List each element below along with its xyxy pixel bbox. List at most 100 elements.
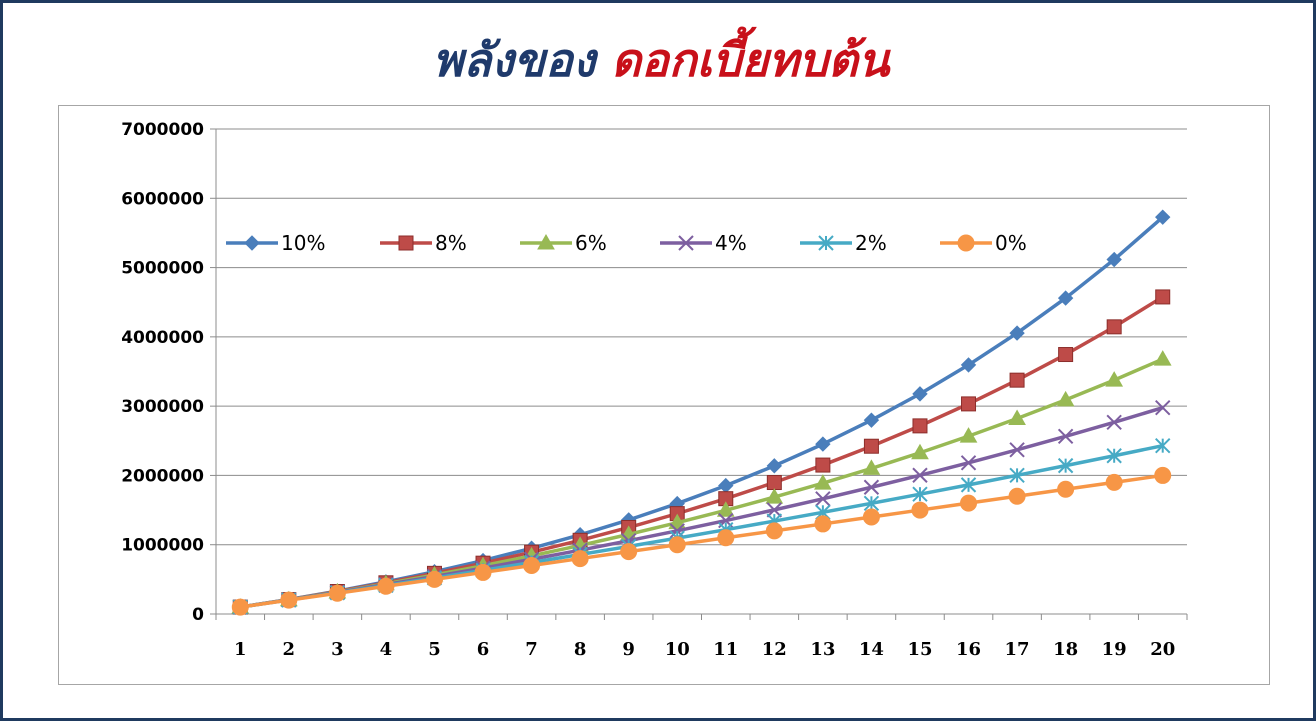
- data-point-2: [668, 513, 687, 530]
- x-tick-label: 14: [859, 639, 884, 660]
- data-point-0: [1009, 325, 1025, 341]
- data-point-5: [377, 577, 395, 595]
- data-point-5: [620, 543, 638, 561]
- data-point-3: [960, 455, 977, 471]
- legend-label-3: 4%: [715, 231, 747, 255]
- series-line-2: [240, 357, 1164, 609]
- data-point-2: [1153, 350, 1172, 366]
- data-point-1: [863, 438, 879, 454]
- data-point-0: [766, 458, 783, 474]
- legend-label-1: 8%: [435, 231, 467, 255]
- data-point-0: [912, 386, 928, 402]
- data-point-1: [912, 418, 928, 434]
- legend-label-4: 2%: [855, 231, 887, 255]
- y-tick-label: 3000000: [121, 397, 204, 417]
- data-point-1: [1106, 319, 1122, 335]
- x-tick-label: 20: [1150, 639, 1175, 660]
- x-tick-label: 16: [956, 639, 981, 660]
- legend-marker-4: [818, 235, 834, 251]
- data-point-5: [814, 515, 832, 533]
- data-point-4: [1106, 448, 1122, 464]
- y-tick-label: 2000000: [121, 466, 204, 486]
- data-point-2: [862, 459, 881, 475]
- data-point-3: [863, 479, 880, 495]
- data-point-5: [960, 494, 978, 512]
- x-tick-label: 11: [713, 639, 738, 660]
- data-point-1: [766, 475, 782, 491]
- data-point-0: [960, 357, 977, 373]
- series-line-1: [240, 295, 1164, 609]
- data-point-5: [765, 522, 783, 540]
- data-point-0: [815, 436, 831, 452]
- y-tick-label: 6000000: [121, 189, 204, 209]
- data-point-5: [328, 584, 346, 602]
- data-point-2: [1008, 409, 1026, 426]
- chart-area: [58, 105, 1270, 685]
- legend-marker-1: [398, 235, 414, 251]
- x-tick-label: 18: [1053, 639, 1078, 660]
- x-tick-label: 9: [622, 639, 635, 660]
- data-point-1: [1009, 372, 1025, 388]
- data-point-5: [1105, 473, 1123, 491]
- x-tick-label: 1: [234, 639, 247, 660]
- data-point-5: [1057, 480, 1075, 498]
- data-point-3: [669, 523, 685, 539]
- series-line-0: [240, 215, 1164, 609]
- data-point-5: [231, 598, 249, 616]
- data-point-5: [474, 563, 492, 581]
- data-point-0: [718, 477, 734, 494]
- data-point-5: [523, 557, 541, 574]
- x-tick-label: 12: [762, 639, 787, 660]
- y-tick-label: 5000000: [121, 259, 204, 279]
- data-point-3: [1009, 442, 1025, 458]
- x-tick-label: 2: [283, 639, 296, 660]
- data-point-1: [961, 396, 977, 412]
- x-tick-label: 15: [907, 639, 932, 660]
- data-point-1: [1058, 347, 1074, 363]
- data-point-0: [1057, 290, 1074, 306]
- data-point-3: [1057, 428, 1074, 445]
- x-tick-label: 19: [1102, 639, 1127, 660]
- x-tick-label: 6: [477, 639, 490, 660]
- data-point-0: [863, 412, 880, 428]
- data-point-4: [960, 477, 977, 493]
- data-point-3: [1155, 399, 1171, 416]
- x-tick-label: 13: [810, 639, 835, 660]
- title-part-2: ดอกเบี้ยทบต้น: [611, 33, 890, 87]
- data-point-0: [1155, 209, 1171, 225]
- y-tick-label: 7000000: [121, 120, 204, 140]
- data-point-5: [1008, 487, 1026, 505]
- data-point-5: [571, 550, 589, 568]
- data-point-4: [912, 486, 928, 502]
- legend-marker-2: [537, 233, 555, 250]
- data-point-2: [1056, 390, 1075, 407]
- legend-marker-3: [678, 235, 694, 251]
- x-tick-label: 17: [1005, 639, 1030, 660]
- data-point-5: [911, 501, 929, 519]
- data-point-2: [716, 501, 735, 517]
- x-tick-label: 10: [665, 639, 690, 660]
- data-point-2: [765, 488, 784, 504]
- data-point-2: [1105, 371, 1124, 387]
- x-tick-label: 7: [525, 639, 538, 660]
- y-tick-label: 0: [192, 605, 204, 625]
- y-tick-label: 4000000: [121, 328, 204, 348]
- title-part-1: พลังของ: [432, 33, 596, 87]
- data-point-2: [959, 427, 978, 443]
- data-point-5: [717, 529, 735, 547]
- y-tick-label: 1000000: [121, 536, 204, 556]
- data-point-3: [912, 467, 928, 483]
- slide-title: พลังของ ดอกเบี้ยทบต้น: [3, 25, 1316, 95]
- x-tick-label: 5: [428, 639, 441, 660]
- data-point-4: [1155, 437, 1171, 454]
- data-point-3: [815, 491, 831, 507]
- x-tick-label: 3: [331, 639, 344, 660]
- data-point-5: [668, 536, 686, 554]
- data-point-5: [280, 591, 298, 609]
- data-point-1: [1155, 289, 1171, 305]
- data-point-5: [425, 570, 443, 588]
- x-tick-label: 8: [574, 639, 587, 660]
- data-point-4: [863, 495, 880, 512]
- legend-label-5: 0%: [995, 231, 1027, 255]
- legend-label-0: 10%: [281, 231, 325, 255]
